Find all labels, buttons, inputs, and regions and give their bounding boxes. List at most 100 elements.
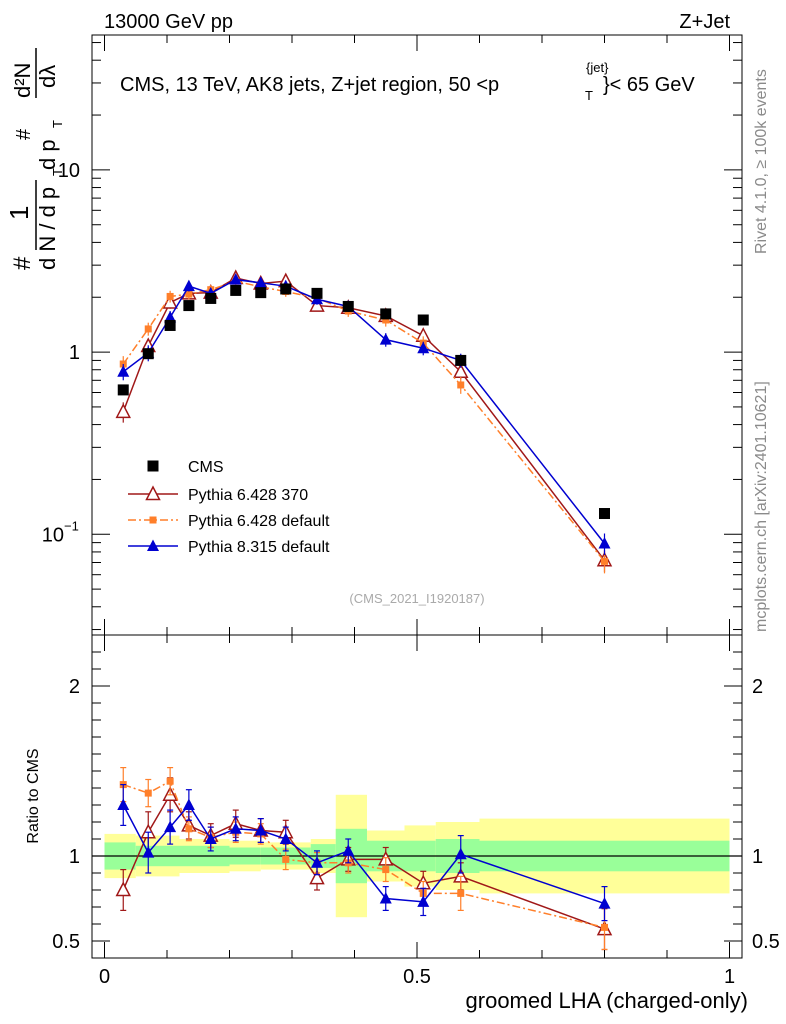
pythia-6-428-370-point xyxy=(309,296,325,312)
y-tick-exponent: −1 xyxy=(64,518,79,533)
pythia-6-428-370-point xyxy=(115,403,131,419)
cms-point xyxy=(311,287,323,299)
pythia-6-428-default-point xyxy=(166,292,174,300)
lower-y-axis-label: Ratio to CMS xyxy=(25,748,42,843)
y-tick-label: 0.5 xyxy=(52,931,80,953)
pythia-8-315-default-point xyxy=(229,273,242,285)
lower-frame xyxy=(91,634,743,959)
pythia-8-315-default-ratio-point xyxy=(417,895,430,907)
lower-panel: 0 0.5 1 0.5 0.5 1 1 2 2 xyxy=(52,634,780,988)
y-tick-label: 10 xyxy=(42,524,64,546)
cms-point xyxy=(205,292,217,304)
x-axis-label: groomed LHA (charged-only) xyxy=(466,988,748,1013)
pythia-8-315-default-ratio-point xyxy=(182,798,195,810)
pythia-6-428-default-ratio-point xyxy=(382,866,390,874)
pythia-6-428-default-point xyxy=(185,290,193,298)
pythia-8-315-default-ratio-point xyxy=(142,846,155,858)
pythia-8-315-default-point xyxy=(254,276,267,288)
pythia-8-315-default-ratio-point xyxy=(164,820,177,833)
title-suffix: }< 65 GeV xyxy=(603,74,695,96)
legend-pythia-8-315-default-marker xyxy=(147,539,159,551)
lower-axis-ticks: 0 0.5 1 0.5 0.5 1 1 2 2 xyxy=(52,635,780,988)
cms-point xyxy=(183,300,195,312)
pythia-6-428-default-ratio-point xyxy=(457,889,465,897)
pythia-6-428-default-ratio-point xyxy=(185,825,193,833)
cms-point xyxy=(342,300,354,312)
pythia-8-315-default-point xyxy=(379,333,392,345)
pythia-6-428-default-point xyxy=(601,557,608,565)
cms-point xyxy=(455,354,467,366)
pythia-8-315-default-ratio-point xyxy=(379,892,392,904)
pythia-6-428-default-point xyxy=(144,325,152,333)
legend-pythia-6-428-370-marker xyxy=(145,485,161,501)
ylabel-dn-dpt: d N / d p xyxy=(35,187,60,270)
pythia-8-315-default-ratio-point xyxy=(204,832,217,844)
pythia-6-428-default-ratio-point xyxy=(282,855,290,863)
mcplots-label: mcplots.cern.ch [arXiv:2401.10621] xyxy=(753,381,770,632)
ylabel-hash-1: # xyxy=(9,256,36,270)
legend-pythia-8-315-default-label: Pythia 8.315 default xyxy=(188,539,330,556)
pythia-8-315-default-point xyxy=(182,279,195,292)
ylabel-t-sub-1: T xyxy=(50,168,65,176)
pythia-8-315-default-ratio-point xyxy=(117,798,130,810)
cms-point xyxy=(280,283,292,295)
cms-point xyxy=(417,314,429,326)
x-tick-label: 0.5 xyxy=(403,966,431,988)
analysis-watermark: (CMS_2021_I1920187) xyxy=(349,591,484,606)
cms-point xyxy=(255,287,267,299)
upper-data-marks xyxy=(115,269,613,574)
cms-point xyxy=(142,348,154,360)
pythia-8-315-default-ratio-point xyxy=(342,844,355,856)
energy-label: 13000 GeV pp xyxy=(104,11,233,33)
lower-data-marks xyxy=(115,766,613,951)
title-prefix: CMS, 13 TeV, AK8 jets, Z+jet region, 50 … xyxy=(120,74,499,96)
pythia-8-315-default-ratio-point xyxy=(229,822,242,834)
cms-point xyxy=(164,319,176,331)
pythia-8-315-default-ratio-line xyxy=(122,803,605,905)
pythia-8-315-default-point xyxy=(117,365,130,377)
ylabel-dp: d p xyxy=(35,139,60,170)
legend-pythia-6-428-default-marker xyxy=(149,516,157,524)
cms-point xyxy=(117,384,129,396)
legend: CMS Pythia 6.428 370 Pythia 6.428 default P… xyxy=(128,459,330,556)
ylabel-t-sub-2: T xyxy=(50,120,65,128)
ylabel-hash-2: # xyxy=(13,128,35,140)
cms-point xyxy=(599,508,610,520)
y-tick-label: 2 xyxy=(69,676,80,698)
title-subscript: T xyxy=(585,88,593,103)
pythia-6-428-370-ratio-point xyxy=(309,869,325,885)
pythia-8-315-default-point xyxy=(417,341,430,354)
rivet-version-label: Rivet 4.1.0, ≥ 100k events xyxy=(753,69,770,254)
y-tick-label-right: 1 xyxy=(752,846,763,868)
y-tick-label: 10 xyxy=(58,160,80,182)
ylabel-one: 1 xyxy=(4,206,34,220)
pythia-8-315-default-ratio-point xyxy=(254,824,267,836)
pythia-6-428-default-ratio-point xyxy=(144,789,152,797)
x-tick-label: 0 xyxy=(99,966,110,988)
legend-pythia-6-428-370-label: Pythia 6.428 370 xyxy=(188,487,308,504)
pythia-6-428-default-ratio-point xyxy=(166,777,174,785)
uncertainty-bands xyxy=(92,794,742,918)
pythia-8-315-default-point xyxy=(164,310,177,323)
legend-cms-label: CMS xyxy=(188,459,224,476)
legend-pythia-6-428-default-label: Pythia 6.428 default xyxy=(188,513,330,530)
ylabel-dlambda: dλ xyxy=(35,65,60,88)
pythia-6-428-default-point xyxy=(457,381,465,389)
pythia-8-315-default-line xyxy=(122,278,606,544)
pythia-8-315-default-ratio-point xyxy=(454,847,467,860)
y-tick-label-right: 2 xyxy=(752,676,763,698)
ylabel-d2n: d²N xyxy=(10,63,35,98)
pythia-6-428-default-ratio-point xyxy=(601,923,608,931)
pythia-8-315-default-point xyxy=(598,536,611,549)
y-tick-label: 1 xyxy=(69,342,80,364)
title-superscript: {jet} xyxy=(586,60,609,75)
pythia-6-428-370-ratio-point xyxy=(115,881,131,897)
cms-point xyxy=(230,284,242,296)
pythia-8-315-default-ratio-point xyxy=(311,856,323,868)
plot-title: CMS, 13 TeV, AK8 jets, Z+jet region, 50 … xyxy=(120,60,695,103)
process-label: Z+Jet xyxy=(679,11,730,33)
pythia-6-428-default-point xyxy=(382,316,390,324)
